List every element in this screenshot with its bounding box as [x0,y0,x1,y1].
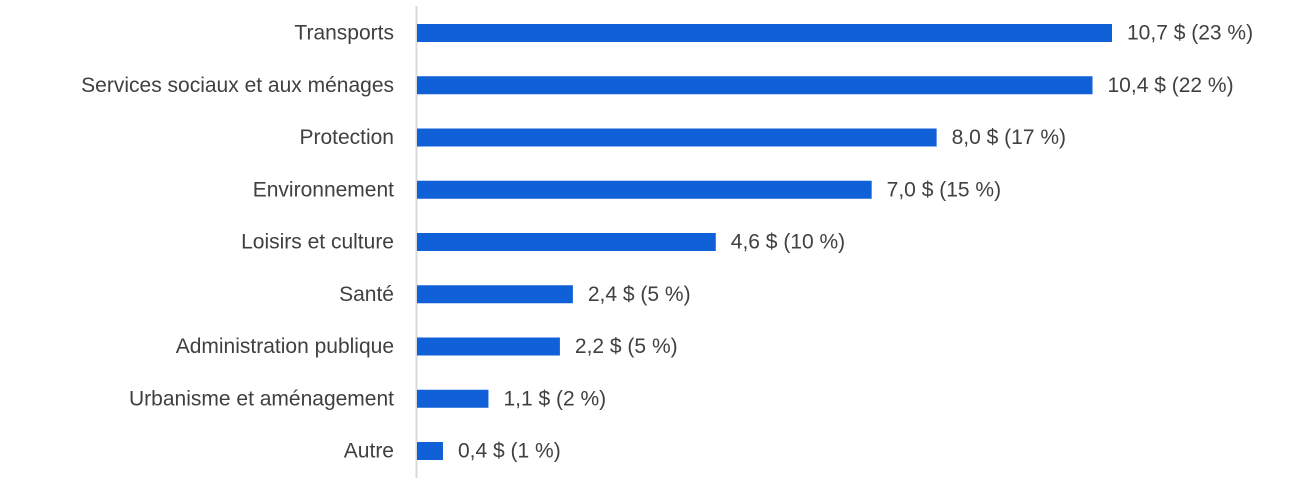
bar [417,233,716,251]
category-label: Autre [344,440,394,463]
category-label: Environnement [253,178,394,201]
bar [417,285,573,304]
bar [417,337,560,356]
category-label: Loisirs et culture [241,231,394,254]
data-label: 7,0 $ (15 %) [887,178,1001,201]
category-label: Services sociaux et aux ménages [81,74,394,97]
category-labels: Transports Services sociaux et aux ménage… [81,22,394,463]
data-label: 10,4 $ (22 %) [1108,74,1234,97]
bar [417,76,1093,95]
bar [417,128,937,147]
data-label: 0,4 $ (1 %) [458,440,561,463]
category-label: Transports [294,22,394,45]
data-labels: 10,7 $ (23 %) 10,4 $ (22 %) 8,0 $ (17 %) 7,… [458,22,1253,463]
data-label: 1,1 $ (2 %) [503,387,606,410]
bars [417,24,1112,460]
category-label: Protection [299,126,394,149]
data-label: 2,4 $ (5 %) [588,283,691,306]
bar [417,389,489,408]
data-label: 10,7 $ (23 %) [1127,22,1253,45]
bar [417,180,872,199]
bar [417,442,443,460]
category-label: Urbanisme et aménagement [129,387,394,410]
data-label: 4,6 $ (10 %) [731,231,845,254]
data-label: 2,2 $ (5 %) [575,335,678,358]
category-label: Santé [339,283,394,306]
category-label: Administration publique [176,335,394,358]
bar [417,24,1112,42]
data-label: 8,0 $ (17 %) [952,126,1066,149]
